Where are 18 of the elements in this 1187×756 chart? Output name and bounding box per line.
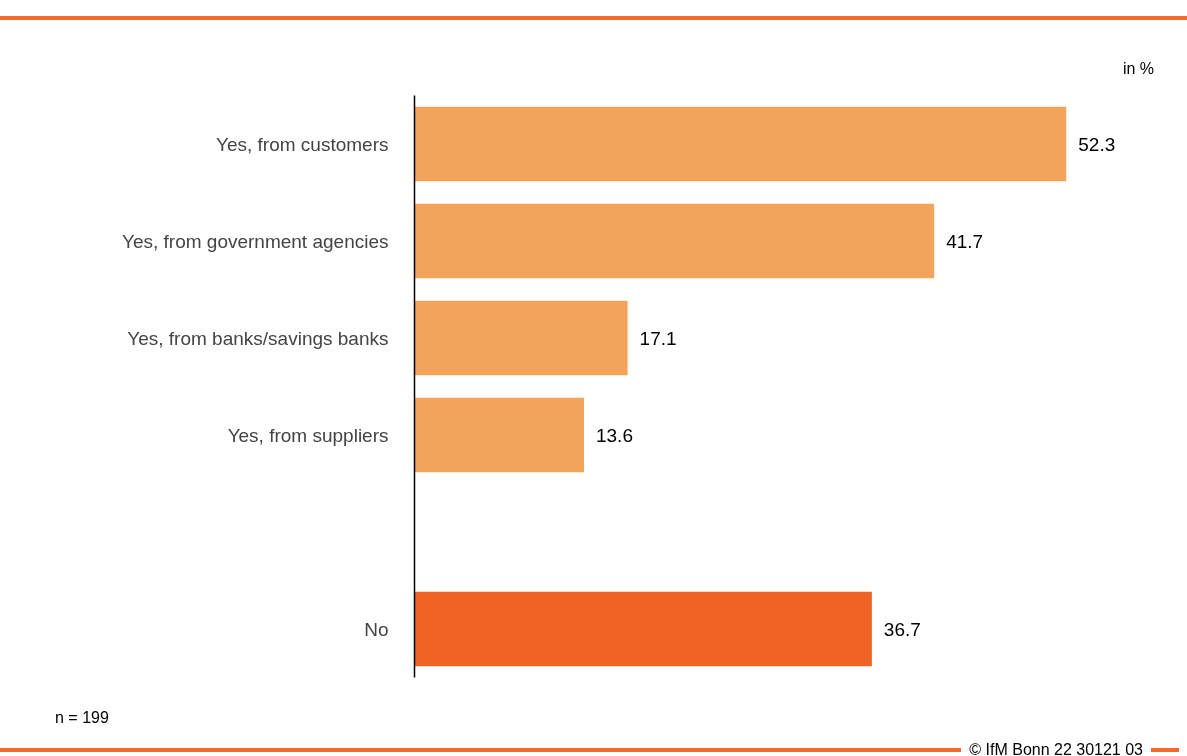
text: in % xyxy=(1121,59,1154,79)
text: © IfM Bonn 22 30121 03 xyxy=(968,740,1144,756)
y-tick-label: Yes, from suppliers xyxy=(227,424,389,446)
bar xyxy=(414,397,584,473)
data-label: 17.1 xyxy=(639,327,677,349)
data-label: 41.7 xyxy=(946,230,984,252)
text: n = 199 xyxy=(55,708,110,727)
bar xyxy=(414,106,1067,182)
bar xyxy=(414,203,935,279)
y-tick-label: Yes, from government agencies xyxy=(122,230,389,252)
data-label: 13.6 xyxy=(595,424,633,446)
bar xyxy=(414,591,872,667)
data-label: 36.7 xyxy=(883,618,921,640)
data-label: 52.3 xyxy=(1078,133,1116,155)
y-tick-label: No xyxy=(364,618,389,640)
y-tick-label: Yes, from banks/savings banks xyxy=(127,327,389,349)
y-tick-label: Yes, from customers xyxy=(216,133,389,155)
bar xyxy=(414,300,628,376)
